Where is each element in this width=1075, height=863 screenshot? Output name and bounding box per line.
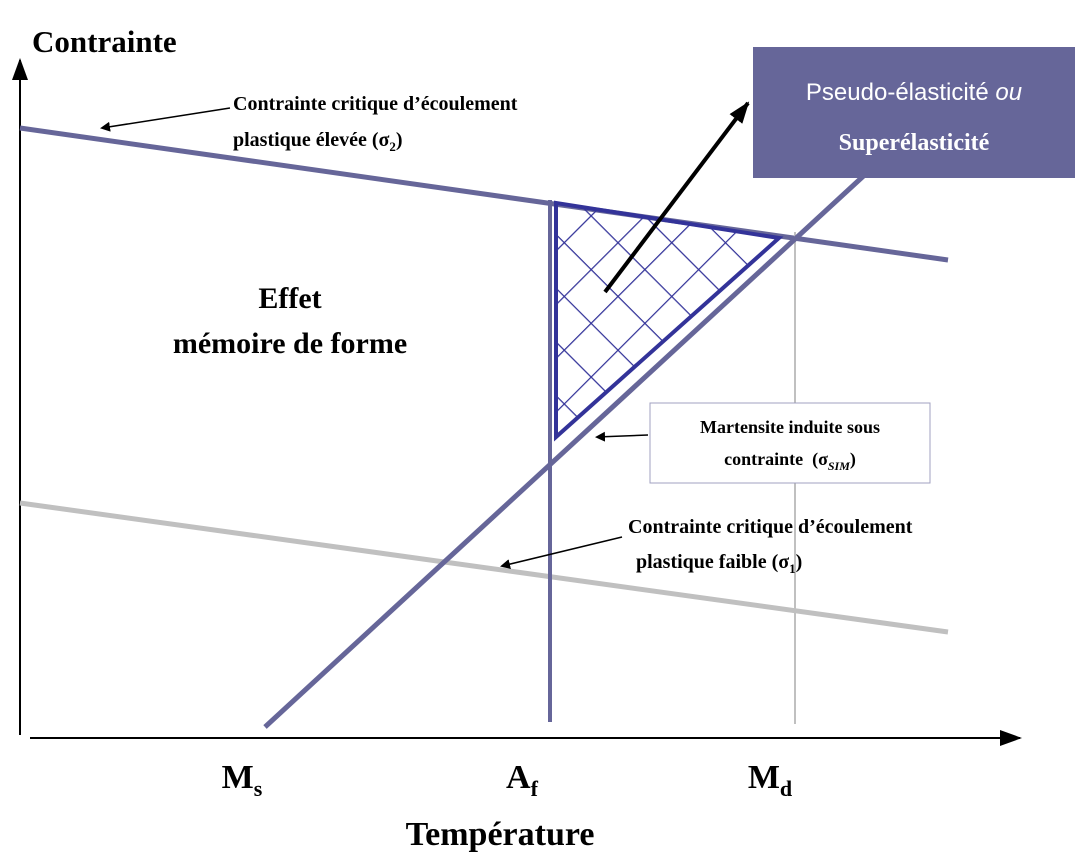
text: d — [780, 776, 792, 801]
text: ) — [850, 449, 856, 470]
high-stress-label: plastique élevée (σ2) — [233, 129, 403, 154]
low-stress-label: plastique faible (σ1) — [636, 551, 802, 576]
text: Pseudo-élasticité — [806, 79, 995, 106]
text: ) — [396, 129, 403, 151]
superelasticity-label: Superélasticité — [839, 130, 990, 156]
superelasticity-box — [753, 47, 1075, 178]
superelasticity-label: Pseudo-élasticité ou — [806, 79, 1022, 106]
arrow — [500, 536, 623, 569]
x-axis-label: Température — [406, 816, 595, 853]
text: plastique faible ( — [636, 551, 779, 573]
text: σ — [379, 129, 390, 151]
high-stress-label: Contrainte critique d’écoulement — [233, 93, 518, 115]
tick-label: Md — [748, 759, 792, 801]
shape-memory-label: Effet — [258, 282, 321, 315]
arrow — [595, 431, 649, 442]
text: f — [531, 776, 539, 801]
sim-line — [263, 168, 872, 729]
text: M — [748, 759, 780, 796]
text: ) — [796, 551, 803, 573]
text: 1 — [789, 561, 796, 576]
text: plastique élevée ( — [233, 129, 379, 151]
text: ou — [995, 79, 1022, 106]
y-axis-label: Contrainte — [32, 24, 177, 59]
text: 2 — [389, 139, 396, 154]
arrow — [603, 101, 750, 294]
sim-label: Martensite induite sous — [700, 417, 880, 437]
low-stress-line — [19, 500, 949, 635]
text: σ — [778, 551, 789, 573]
sim-label: contrainte (σSIM) — [724, 449, 856, 473]
tick-label: Ms — [222, 759, 263, 801]
text: A — [506, 759, 531, 796]
hatched-region — [554, 200, 784, 442]
text: SIM — [828, 459, 850, 473]
shape-memory-label: mémoire de forme — [173, 327, 407, 360]
sim-box — [649, 402, 931, 484]
text: s — [254, 776, 263, 801]
low-stress-label: Contrainte critique d’écoulement — [628, 516, 913, 538]
text: σ — [818, 449, 828, 469]
text: M — [222, 759, 254, 796]
arrow — [100, 107, 231, 132]
text: contrainte ( — [724, 449, 818, 470]
tick-label: Af — [506, 759, 539, 801]
